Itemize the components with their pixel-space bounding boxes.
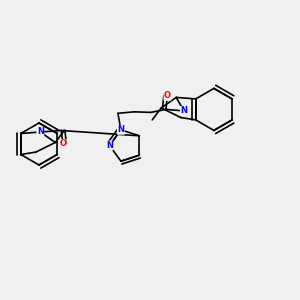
Text: N: N [106, 141, 113, 150]
Text: O: O [164, 92, 171, 100]
Text: N: N [180, 106, 188, 116]
Text: O: O [59, 140, 66, 148]
Text: N: N [37, 128, 44, 136]
Text: N: N [117, 125, 124, 134]
